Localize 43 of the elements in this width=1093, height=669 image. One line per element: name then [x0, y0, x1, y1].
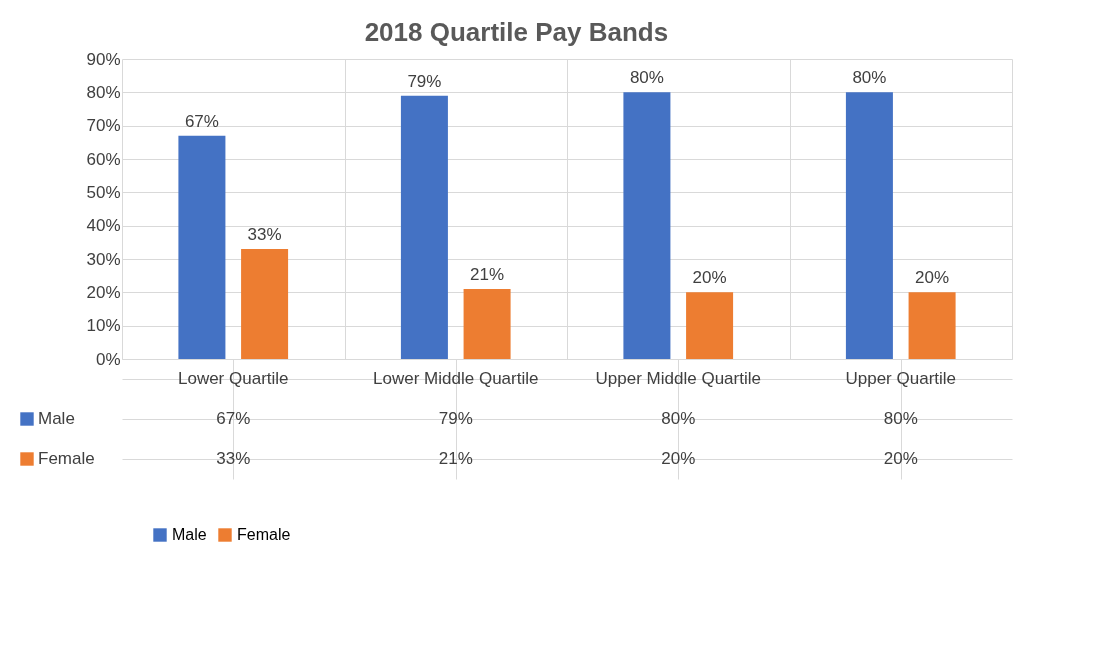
data-label: 67%: [216, 409, 251, 428]
chart-title: 2018 Quartile Pay Bands: [364, 17, 669, 47]
bar: [463, 289, 511, 359]
data-label: 33%: [216, 449, 251, 468]
y-tick-label: 60%: [86, 149, 121, 169]
text: 67%: [184, 111, 219, 131]
y-tick-label: 20%: [86, 282, 121, 302]
x-tick-label: Upper Quartile: [845, 369, 957, 388]
text: Male: [172, 526, 207, 543]
text: 21%: [470, 265, 505, 284]
data-label: 20%: [883, 449, 918, 468]
text: 33%: [247, 225, 282, 244]
bar: [400, 95, 448, 359]
text: 79%: [407, 71, 442, 91]
y-tick-label: 90%: [86, 49, 121, 69]
bar: [241, 249, 289, 359]
text: 80%: [852, 68, 887, 88]
legend-label: Female: [237, 526, 291, 543]
y-tick-label: 80%: [86, 82, 121, 102]
text: 20%: [915, 268, 950, 288]
data-label: 20%: [661, 449, 696, 468]
text: Female: [38, 449, 95, 468]
y-tick-label: 0%: [95, 349, 121, 369]
y-tick-label: 50%: [86, 182, 121, 202]
y-tick-label: 40%: [86, 216, 121, 236]
x-tick-label: Lower Quartile: [177, 369, 289, 388]
text: 80%: [629, 68, 664, 88]
text: 20%: [692, 268, 727, 288]
legend-label: Male: [38, 409, 75, 428]
data-label: 80%: [883, 409, 918, 428]
data-label: 79%: [438, 409, 473, 428]
y-tick-label: 30%: [86, 249, 121, 269]
data-label: 21%: [438, 449, 473, 468]
bar: [908, 292, 956, 359]
bar: [623, 92, 671, 359]
bar: [686, 292, 734, 359]
bar: [845, 92, 893, 359]
y-tick-label: 70%: [86, 116, 121, 136]
bar: [178, 135, 226, 359]
x-tick-label: Lower Middle Quartile: [373, 369, 539, 388]
data-label: 80%: [661, 409, 696, 428]
y-tick-label: 10%: [86, 316, 121, 336]
x-tick-label: Upper Middle Quartile: [595, 369, 761, 388]
